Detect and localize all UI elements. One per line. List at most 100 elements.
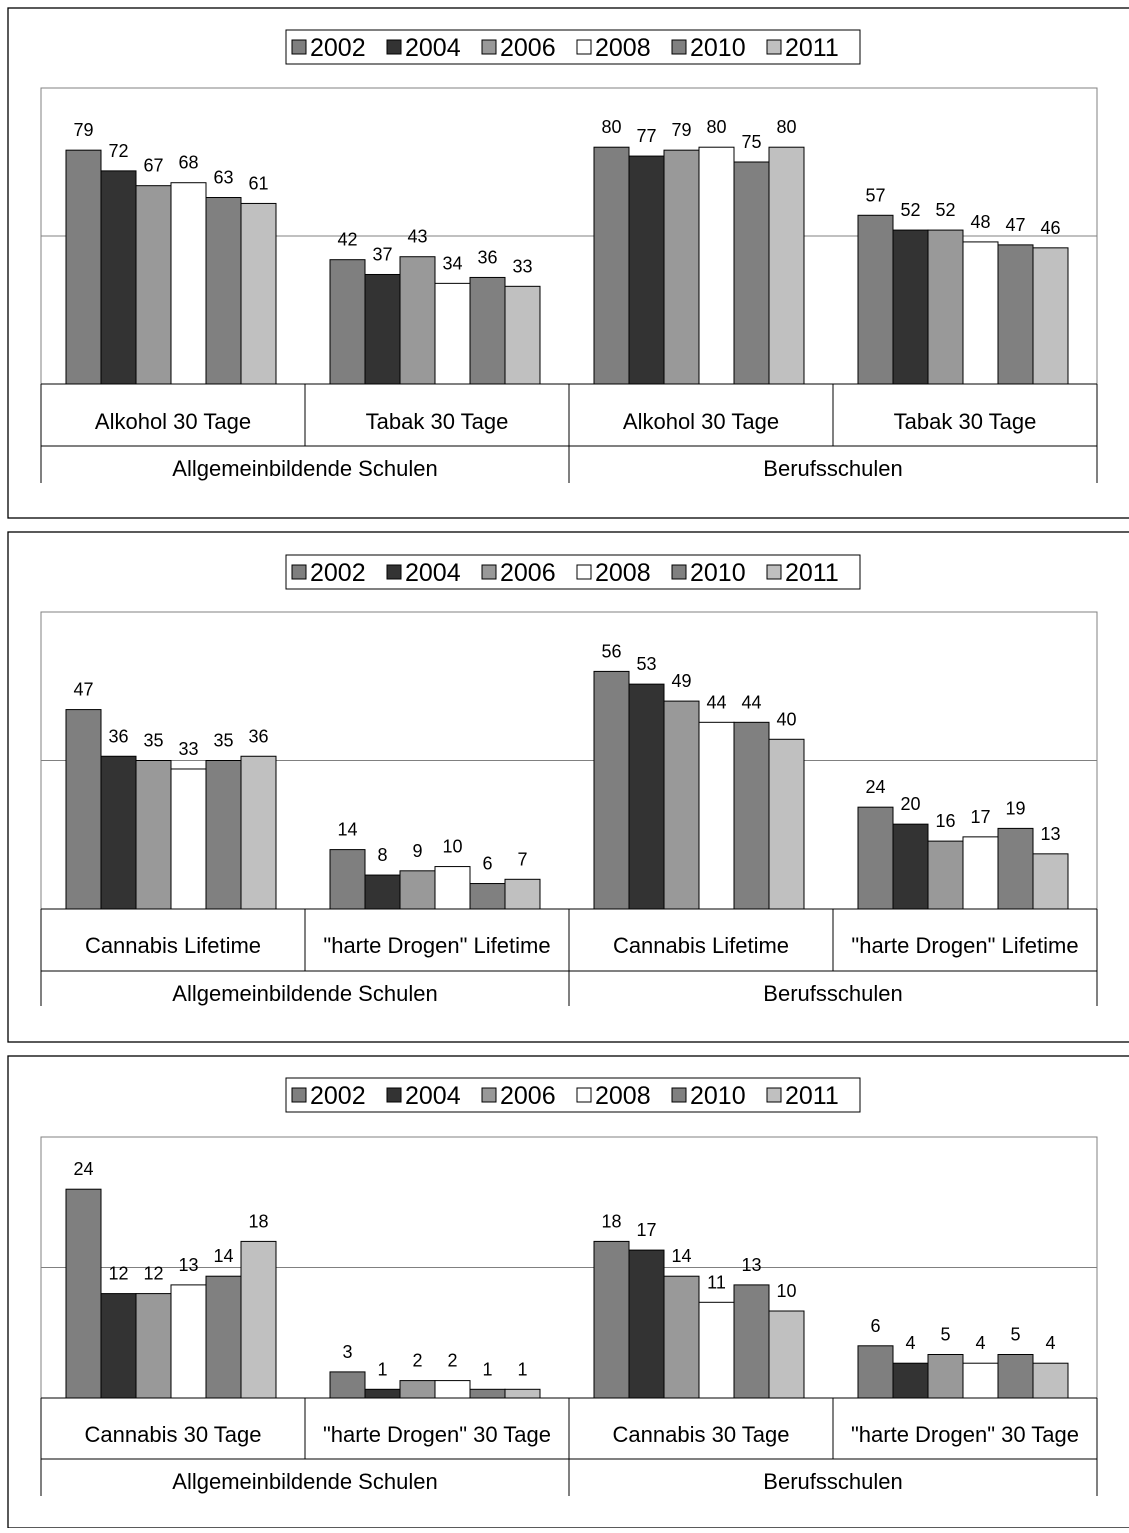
bar — [927, 840, 964, 910]
bar-value-label: 13 — [178, 1255, 198, 1275]
legend-label-2002: 2002 — [310, 559, 366, 587]
bar-value-label: 52 — [900, 200, 920, 220]
bar — [135, 760, 172, 910]
bar-value-label: 33 — [178, 739, 198, 759]
bar-value-label: 6 — [870, 1316, 880, 1336]
bar — [1032, 1362, 1069, 1399]
bar-value-label: 18 — [248, 1211, 268, 1231]
bar — [997, 827, 1034, 910]
x-tick-label: "harte Drogen" Lifetime — [851, 933, 1078, 958]
bar-value-label: 35 — [143, 731, 163, 751]
bar — [170, 1284, 207, 1399]
bar — [628, 155, 665, 385]
x-tick-label: Alkohol 30 Tage — [623, 409, 779, 434]
bar — [593, 146, 630, 385]
bar-value-label: 3 — [342, 1342, 352, 1362]
bar — [628, 1249, 665, 1399]
bar-value-label: 24 — [865, 777, 885, 797]
bar-value-label: 1 — [482, 1359, 492, 1379]
legend-swatch-2002 — [291, 39, 307, 55]
legend-label-2002: 2002 — [310, 1082, 366, 1110]
x-tick-label: Cannabis 30 Tage — [613, 1422, 790, 1447]
bar-value-label: 36 — [248, 726, 268, 746]
bar — [1032, 853, 1069, 910]
bar-value-label: 67 — [143, 156, 163, 176]
bar — [469, 883, 506, 910]
bar-value-label: 49 — [671, 671, 691, 691]
bar — [927, 229, 964, 385]
legend-swatch-2006 — [481, 1087, 497, 1103]
bar-value-label: 61 — [248, 173, 268, 193]
bar-value-label: 12 — [108, 1264, 128, 1284]
legend-swatch-2002 — [291, 1087, 307, 1103]
x-group-label: Allgemeinbildende Schulen — [172, 456, 437, 481]
legend-label-2004: 2004 — [405, 34, 461, 62]
bar-value-label: 12 — [143, 1264, 163, 1284]
x-tick-label: "harte Drogen" 30 Tage — [851, 1422, 1079, 1447]
x-tick-label: Cannabis Lifetime — [613, 933, 789, 958]
bar — [733, 161, 770, 385]
legend-swatch-2008 — [576, 564, 592, 580]
bar-value-label: 80 — [601, 117, 621, 137]
bar-value-label: 6 — [482, 854, 492, 874]
bar-value-label: 4 — [905, 1333, 915, 1353]
legend-swatch-2011 — [766, 564, 782, 580]
x-tick-label: Tabak 30 Tage — [366, 409, 509, 434]
bar — [329, 259, 366, 385]
legend-label-2010: 2010 — [690, 1082, 746, 1110]
legend-swatch-2004 — [386, 39, 402, 55]
bar — [504, 878, 541, 910]
bar-value-label: 14 — [337, 820, 357, 840]
bar-value-label: 34 — [442, 253, 462, 273]
legend-swatch-2008 — [576, 39, 592, 55]
bar-value-label: 43 — [407, 227, 427, 247]
bar-value-label: 18 — [601, 1211, 621, 1231]
bar — [434, 866, 471, 910]
bar — [892, 229, 929, 385]
legend-label-2006: 2006 — [500, 559, 556, 587]
bar — [240, 202, 277, 385]
bar-value-label: 33 — [512, 256, 532, 276]
bar — [768, 146, 805, 385]
bar — [504, 1388, 541, 1399]
bar-value-label: 4 — [975, 1333, 985, 1353]
bar — [663, 700, 700, 910]
bar-value-label: 14 — [213, 1246, 233, 1266]
bar — [100, 755, 137, 910]
bar-value-label: 40 — [776, 709, 796, 729]
legend-label-2006: 2006 — [500, 34, 556, 62]
bar-value-label: 9 — [412, 841, 422, 861]
bar-value-label: 1 — [377, 1359, 387, 1379]
chart-1-legend-box — [285, 29, 861, 65]
bar — [100, 1293, 137, 1399]
bar-value-label: 53 — [636, 654, 656, 674]
bar-value-label: 48 — [970, 212, 990, 232]
legend-label-2011: 2011 — [785, 34, 839, 62]
bar — [768, 738, 805, 910]
bar — [857, 1345, 894, 1399]
chart-2-frame — [7, 531, 1129, 1043]
legend-label-2002: 2002 — [310, 34, 366, 62]
bar-value-label: 80 — [776, 117, 796, 137]
bar — [399, 256, 436, 385]
bar — [240, 1240, 277, 1399]
legend-swatch-2006 — [481, 39, 497, 55]
bar — [399, 870, 436, 910]
bar — [733, 721, 770, 910]
bar — [434, 1380, 471, 1399]
bar — [100, 170, 137, 385]
bar — [399, 1380, 436, 1399]
bar-value-label: 68 — [178, 153, 198, 173]
bar-value-label: 36 — [477, 247, 497, 267]
bar-value-label: 46 — [1040, 218, 1060, 238]
bar-value-label: 16 — [935, 811, 955, 831]
bar — [240, 755, 277, 910]
bar — [962, 836, 999, 910]
bar — [170, 182, 207, 385]
bar — [927, 1354, 964, 1399]
bar-value-label: 77 — [636, 126, 656, 146]
bar-value-label: 79 — [671, 120, 691, 140]
bar-value-label: 13 — [741, 1255, 761, 1275]
bar — [205, 760, 242, 910]
